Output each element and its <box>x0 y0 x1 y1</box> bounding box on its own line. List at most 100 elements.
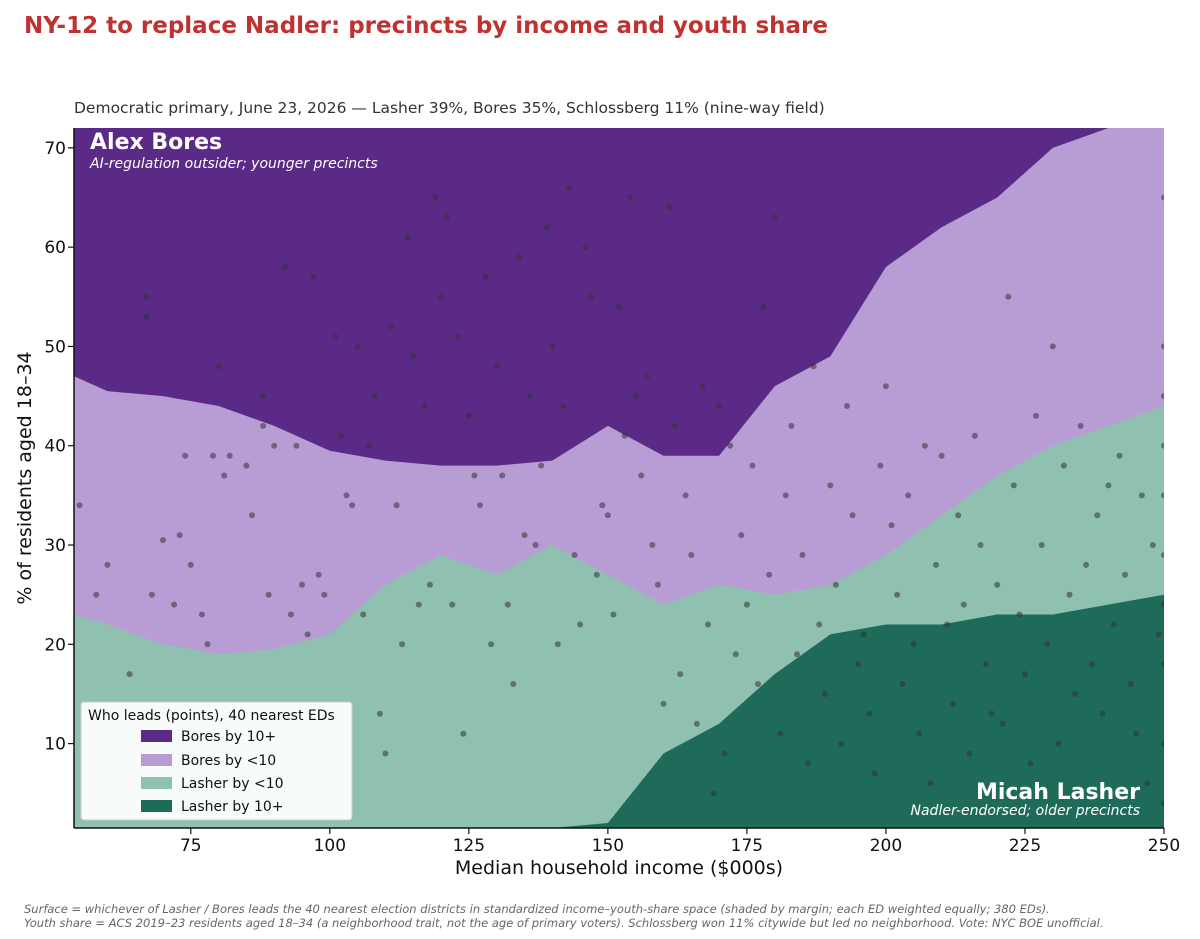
ed-point <box>343 492 350 499</box>
ed-point <box>532 542 539 548</box>
ed-point <box>988 710 995 717</box>
ed-point <box>449 601 456 608</box>
ed-point <box>844 403 850 409</box>
ed-point <box>894 591 901 598</box>
ed-point <box>855 661 862 668</box>
ed-point <box>838 740 845 747</box>
ed-point <box>743 601 750 608</box>
ed-point <box>960 601 967 608</box>
ed-point <box>599 502 606 509</box>
ed-point <box>1116 452 1123 459</box>
ed-point <box>755 681 761 687</box>
legend-title: Who leads (points), 40 nearest EDs <box>88 708 335 724</box>
ed-point <box>1022 671 1028 678</box>
ed-point <box>938 452 945 459</box>
ed-point <box>1027 760 1034 767</box>
ed-point <box>899 681 906 687</box>
ed-point <box>204 641 211 648</box>
ed-point <box>588 293 595 300</box>
ed-point <box>210 452 216 459</box>
ed-point <box>738 532 745 539</box>
ed-point <box>1094 512 1101 519</box>
y-axis-label: % of residents aged 18–34 <box>14 351 36 604</box>
ed-point <box>215 363 222 370</box>
ed-point <box>871 770 878 777</box>
ed-point <box>944 621 951 628</box>
ed-point <box>143 293 150 300</box>
ed-point <box>382 750 389 757</box>
ed-point <box>666 204 673 211</box>
ed-point <box>632 393 639 400</box>
ed-point <box>933 561 939 568</box>
ed-point <box>577 621 584 628</box>
ed-point <box>760 303 767 310</box>
y-tick-label: 50 <box>44 337 66 357</box>
ed-points <box>76 184 1164 807</box>
bores-annotation-desc: AI-regulation outsider; younger precinct… <box>89 156 378 172</box>
ed-point <box>732 651 739 658</box>
x-tick-label: 75 <box>180 836 202 856</box>
y-tick-label: 70 <box>44 139 66 159</box>
ed-point <box>777 730 784 737</box>
ed-point <box>426 581 433 588</box>
ed-point <box>1033 412 1040 419</box>
bores-annotation-name: Alex Bores <box>90 130 222 155</box>
ed-point <box>983 661 989 668</box>
ed-point <box>460 730 467 737</box>
ed-point <box>610 611 617 618</box>
ed-point <box>310 273 317 280</box>
ed-point <box>1161 740 1164 747</box>
ed-point <box>677 671 684 678</box>
ed-point <box>315 571 322 578</box>
ed-point <box>1161 194 1164 201</box>
ed-point <box>699 383 706 390</box>
ed-point <box>621 432 628 439</box>
ed-point <box>549 343 556 350</box>
ed-point <box>304 631 311 638</box>
y-axis-ticks: 10 20 30 40 50 60 70 <box>44 139 74 755</box>
ed-point <box>554 641 561 648</box>
band-bores-by-10-plus <box>74 128 1164 466</box>
ed-point <box>510 681 517 687</box>
ed-point <box>860 631 867 638</box>
ed-point <box>1161 442 1164 449</box>
ed-point <box>443 214 450 221</box>
ed-point <box>287 611 294 618</box>
ed-point <box>243 462 250 469</box>
ed-point <box>688 552 695 558</box>
ed-point <box>93 591 100 598</box>
ed-point <box>221 472 228 479</box>
ed-point <box>1110 621 1117 628</box>
ed-point <box>705 621 711 628</box>
ed-point <box>955 512 962 519</box>
ed-point <box>471 472 478 479</box>
legend-entry: Lasher by <10 <box>181 776 284 792</box>
ed-point <box>171 601 178 608</box>
ed-point <box>794 651 800 658</box>
x-tick-label: 150 <box>592 836 624 856</box>
ed-point <box>788 422 795 429</box>
ed-point <box>638 472 645 479</box>
ed-point <box>749 462 756 469</box>
ed-point <box>271 442 278 449</box>
ed-point <box>432 194 439 201</box>
x-tick-label: 175 <box>731 836 763 856</box>
ed-point <box>832 581 839 588</box>
ed-point <box>682 492 689 499</box>
ed-point <box>399 641 406 648</box>
legend-entry: Bores by <10 <box>181 753 276 769</box>
ed-point <box>816 621 823 628</box>
x-axis-label: Median household income ($000s) <box>455 857 783 879</box>
ed-point <box>482 273 489 280</box>
ed-point <box>1088 661 1095 668</box>
ed-point <box>877 462 884 469</box>
ed-point <box>1010 482 1017 489</box>
ed-point <box>1161 800 1164 807</box>
ed-point <box>810 363 817 370</box>
ed-point <box>1161 343 1164 350</box>
lasher-annotation-name: Micah Lasher <box>976 780 1140 805</box>
plot-area <box>74 128 1164 828</box>
lasher-annotation-desc: Nadler-endorsed; older precincts <box>911 803 1141 819</box>
ed-point <box>421 403 428 409</box>
